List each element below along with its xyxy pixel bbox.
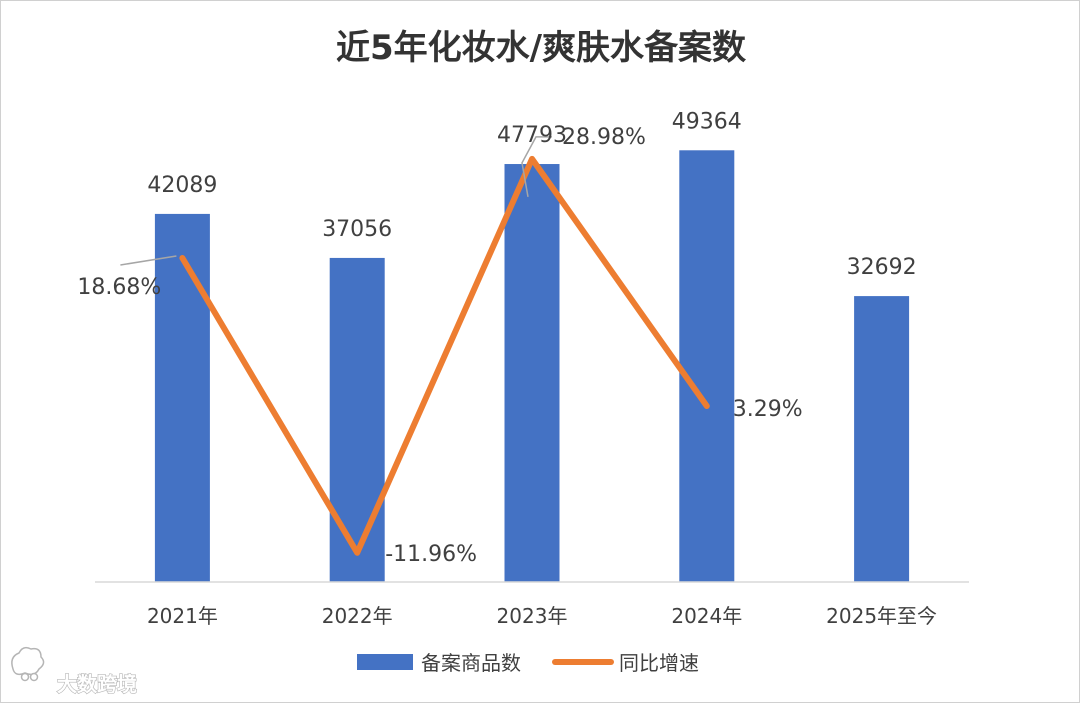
legend-swatch-bars (357, 654, 413, 670)
brand-logo-icon (11, 646, 45, 682)
growth-rate-line (179, 155, 710, 556)
growth-value-label-1: -11.96% (385, 542, 477, 567)
legend-label-bars: 备案商品数 (421, 651, 521, 675)
chart-title: 近5年化妆水/爽肤水备案数 (336, 28, 746, 68)
x-tick-label-2: 2023年 (497, 604, 568, 628)
data-labels-layer: 42089 37056 47793 49364 32692 18.68% -11.96% 28… (77, 109, 916, 566)
bar-value-label-2: 47793 (497, 123, 567, 148)
bars-layer (154, 150, 910, 583)
bar-0 (154, 213, 210, 582)
bar-value-label-4: 32692 (847, 255, 917, 280)
bar-value-label-0: 42089 (147, 173, 217, 198)
bar-value-label-3: 49364 (672, 109, 742, 134)
growth-line-layer (120, 136, 710, 556)
x-tick-labels: 2021年 2022年 2023年 2024年 2025年至今 (147, 604, 937, 628)
bar-4 (854, 296, 910, 582)
legend: 备案商品数 同比增速 (357, 651, 699, 675)
growth-value-label-3: 3.29% (733, 397, 803, 422)
bar-value-label-1: 37056 (322, 217, 392, 242)
growth-leader-line-2 (521, 136, 552, 198)
watermark: 大数跨境 (11, 646, 138, 697)
watermark-text: 大数跨境 (57, 672, 137, 696)
x-tick-label-0: 2021年 (147, 604, 218, 628)
growth-leader-line-0 (120, 255, 177, 266)
growth-value-label-0: 18.68% (77, 275, 161, 300)
x-tick-label-3: 2024年 (671, 604, 742, 628)
bar-1 (329, 257, 385, 582)
bar-3 (679, 150, 735, 583)
bar-2 (504, 164, 560, 582)
x-tick-label-4: 2025年至今 (826, 604, 937, 628)
legend-label-line: 同比增速 (619, 651, 699, 675)
x-tick-label-1: 2022年 (322, 604, 393, 628)
growth-value-label-2: 28.98% (562, 125, 646, 150)
